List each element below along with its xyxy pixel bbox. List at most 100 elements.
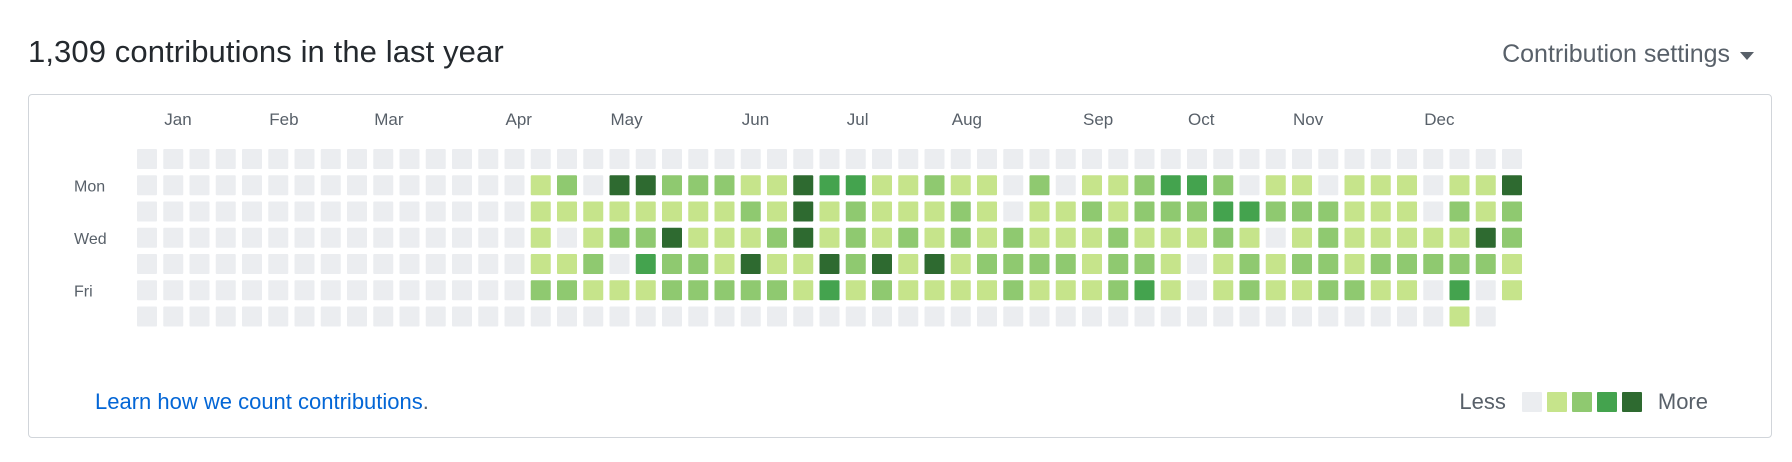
contribution-day[interactable] [872, 227, 892, 248]
contribution-day[interactable] [1082, 280, 1102, 301]
contribution-day[interactable] [1449, 175, 1470, 196]
contribution-day[interactable] [452, 254, 472, 274]
contribution-day[interactable] [1029, 306, 1050, 327]
contribution-day[interactable] [1344, 175, 1365, 196]
contribution-day[interactable] [740, 149, 761, 169]
contribution-day[interactable] [1344, 306, 1365, 327]
contribution-day[interactable] [189, 254, 210, 274]
contribution-day[interactable] [898, 149, 919, 169]
contribution-day[interactable] [793, 149, 814, 169]
contribution-day[interactable] [189, 280, 210, 301]
contribution-day[interactable] [583, 306, 604, 327]
contribution-day[interactable] [950, 254, 971, 274]
contribution-day[interactable] [268, 254, 289, 274]
contribution-day[interactable] [662, 227, 682, 248]
contribution-day[interactable] [1239, 201, 1260, 222]
contribution-day[interactable] [557, 280, 577, 301]
contribution-day[interactable] [1108, 306, 1129, 327]
contribution-day[interactable] [399, 201, 420, 222]
contribution-day[interactable] [767, 175, 787, 196]
contribution-day[interactable] [1370, 175, 1391, 196]
contribution-day[interactable] [1265, 201, 1286, 222]
contribution-day[interactable] [320, 201, 341, 222]
contribution-day[interactable] [1292, 227, 1312, 248]
contribution-day[interactable] [1213, 201, 1234, 222]
contribution-day[interactable] [1397, 254, 1417, 274]
contribution-day[interactable] [425, 254, 446, 274]
contribution-day[interactable] [819, 227, 840, 248]
contribution-day[interactable] [1423, 254, 1444, 274]
contribution-day[interactable] [714, 201, 735, 222]
contribution-day[interactable] [137, 306, 157, 327]
contribution-day[interactable] [1239, 254, 1260, 274]
contribution-day[interactable] [714, 306, 735, 327]
contribution-day[interactable] [845, 280, 866, 301]
contribution-day[interactable] [1134, 175, 1155, 196]
contribution-day[interactable] [1108, 254, 1129, 274]
contribution-day[interactable] [478, 227, 499, 248]
contribution-day[interactable] [268, 227, 289, 248]
contribution-day[interactable] [1029, 280, 1050, 301]
contribution-day[interactable] [242, 149, 262, 169]
contribution-day[interactable] [268, 175, 289, 196]
contribution-day[interactable] [609, 254, 630, 274]
contribution-day[interactable] [1423, 306, 1444, 327]
contribution-day[interactable] [1108, 201, 1129, 222]
contribution-day[interactable] [1449, 227, 1470, 248]
contribution-day[interactable] [898, 201, 919, 222]
contribution-day[interactable] [1108, 175, 1129, 196]
contribution-day[interactable] [793, 227, 814, 248]
contribution-day[interactable] [767, 254, 787, 274]
contribution-day[interactable] [1055, 175, 1076, 196]
contribution-day[interactable] [504, 227, 525, 248]
contribution-day[interactable] [662, 280, 682, 301]
contribution-day[interactable] [504, 175, 525, 196]
contribution-day[interactable] [215, 254, 236, 274]
contribution-day[interactable] [557, 254, 577, 274]
contribution-day[interactable] [740, 227, 761, 248]
contribution-day[interactable] [872, 306, 892, 327]
contribution-day[interactable] [1292, 280, 1312, 301]
contribution-day[interactable] [399, 254, 420, 274]
contribution-day[interactable] [1423, 227, 1444, 248]
contribution-day[interactable] [1423, 149, 1444, 169]
contribution-day[interactable] [1160, 149, 1181, 169]
contribution-day[interactable] [977, 280, 997, 301]
contribution-day[interactable] [399, 280, 420, 301]
contribution-day[interactable] [1370, 227, 1391, 248]
contribution-day[interactable] [1082, 149, 1102, 169]
contribution-day[interactable] [924, 254, 945, 274]
contribution-day[interactable] [1449, 280, 1470, 301]
contribution-day[interactable] [950, 175, 971, 196]
contribution-day[interactable] [1292, 175, 1312, 196]
contribution-day[interactable] [504, 149, 525, 169]
contribution-day[interactable] [688, 227, 709, 248]
contribution-day[interactable] [740, 280, 761, 301]
contribution-day[interactable] [819, 201, 840, 222]
contribution-day[interactable] [189, 175, 210, 196]
contribution-day[interactable] [137, 280, 157, 301]
contribution-day[interactable] [425, 227, 446, 248]
contribution-day[interactable] [1029, 254, 1050, 274]
contribution-day[interactable] [1370, 201, 1391, 222]
contribution-day[interactable] [1370, 280, 1391, 301]
contribution-day[interactable] [1108, 149, 1129, 169]
contribution-day[interactable] [320, 227, 341, 248]
contribution-day[interactable] [452, 201, 472, 222]
contribution-day[interactable] [137, 254, 157, 274]
contribution-day[interactable] [163, 254, 184, 274]
contribution-day[interactable] [1397, 175, 1417, 196]
contribution-day[interactable] [1160, 175, 1181, 196]
contribution-day[interactable] [215, 201, 236, 222]
contribution-day[interactable] [1082, 227, 1102, 248]
contribution-day[interactable] [347, 175, 367, 196]
contribution-day[interactable] [137, 149, 157, 169]
contribution-day[interactable] [898, 254, 919, 274]
contribution-day[interactable] [714, 227, 735, 248]
contribution-day[interactable] [1265, 280, 1286, 301]
contribution-day[interactable] [662, 306, 682, 327]
contribution-day[interactable] [1475, 227, 1496, 248]
contribution-day[interactable] [242, 227, 262, 248]
contribution-day[interactable] [688, 201, 709, 222]
contribution-day[interactable] [767, 306, 787, 327]
